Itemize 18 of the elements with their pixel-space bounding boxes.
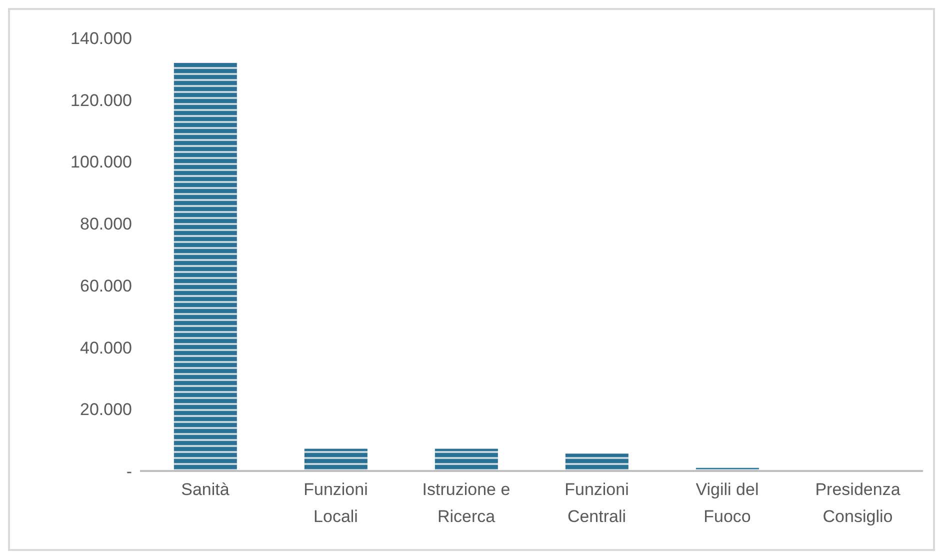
y-tick-label: 60.000: [80, 276, 132, 296]
x-tick-label: Funzioni Locali: [304, 480, 368, 526]
y-tick-label: 80.000: [80, 214, 132, 234]
y-tick-label: 40.000: [80, 338, 132, 358]
y-tick-label: 120.000: [70, 90, 132, 110]
y-tick-label: 100.000: [70, 152, 132, 172]
bar: [304, 448, 368, 471]
x-tick-label: Presidenza Consiglio: [815, 480, 901, 526]
bar: [174, 62, 237, 471]
bar: [565, 454, 628, 471]
y-tick-label: 140.000: [70, 29, 132, 48]
y-tick-label: -: [126, 462, 132, 482]
x-tick-label: Funzioni Centrali: [564, 480, 629, 526]
bar: [434, 448, 498, 471]
x-tick-label: Sanità: [181, 480, 230, 499]
x-tick-label: Vigili del Fuoco: [696, 480, 759, 526]
x-tick-label: Istruzione e Ricerca: [422, 480, 510, 526]
y-tick-label: 20.000: [80, 400, 132, 420]
